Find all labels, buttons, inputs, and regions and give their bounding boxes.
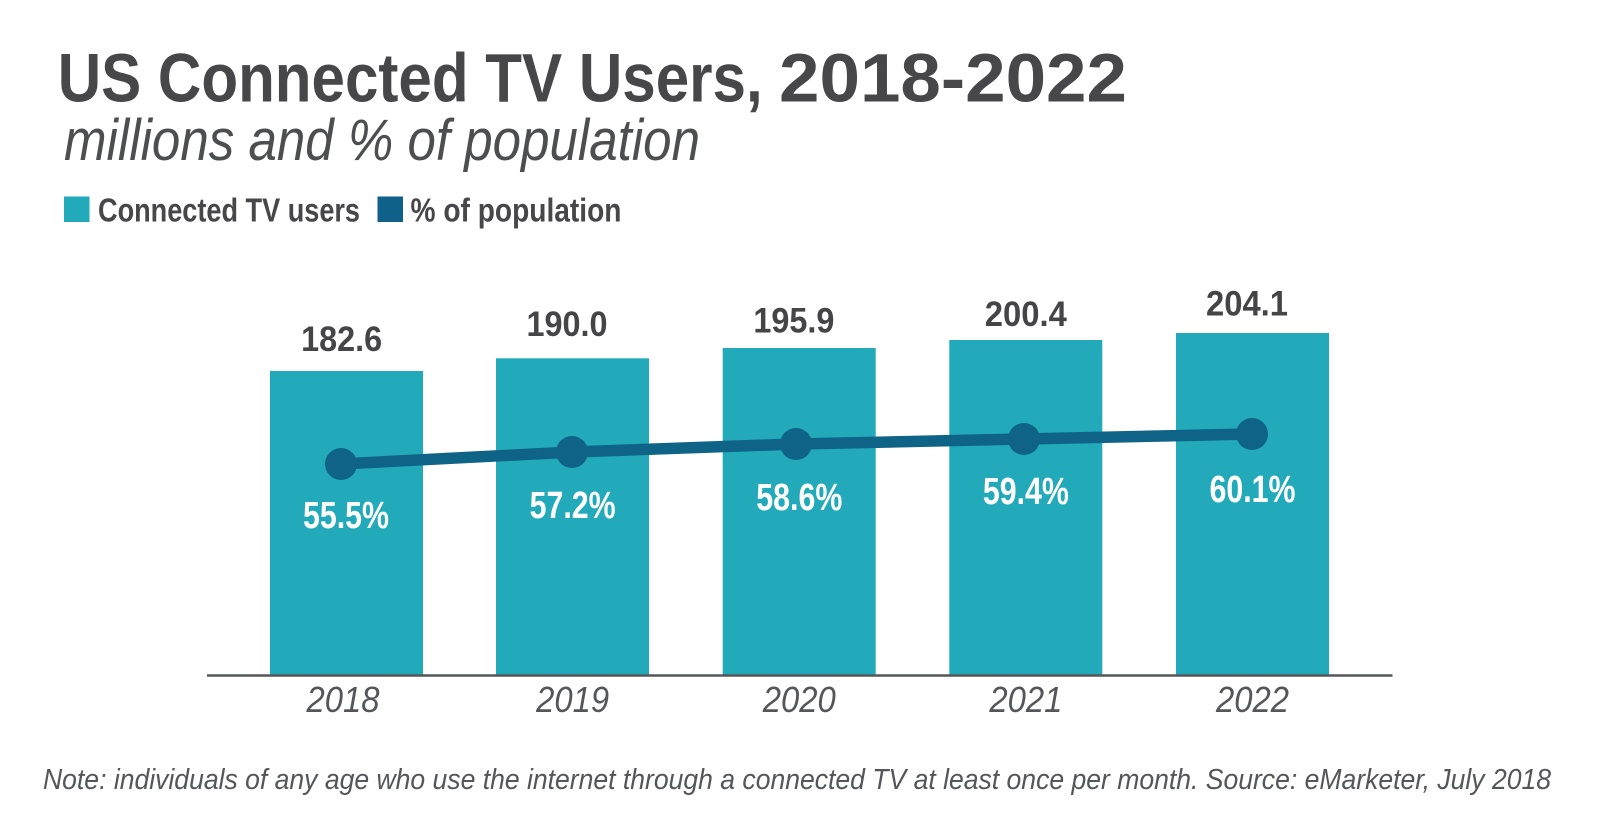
svg-text:200.4: 200.4 [985,295,1067,334]
svg-text:59.4%: 59.4% [983,471,1069,513]
svg-text:190.0: 190.0 [527,305,608,344]
svg-text:2018-2022: 2018-2022 [779,40,1127,117]
svg-text:195.9: 195.9 [753,302,834,341]
svg-text:% of population: % of population [411,191,622,228]
svg-text:57.2%: 57.2% [530,485,616,527]
svg-text:60.1%: 60.1% [1210,469,1296,511]
svg-text:2022: 2022 [1215,679,1289,720]
svg-text:Connected TV users: Connected TV users [98,191,360,228]
svg-text:millions and % of population: millions and % of population [64,108,700,173]
svg-text:55.5%: 55.5% [303,495,389,537]
svg-text:182.6: 182.6 [301,320,382,359]
svg-text:US Connected TV Users,: US Connected TV Users, [58,40,763,117]
svg-text:2018: 2018 [306,679,380,720]
svg-text:2021: 2021 [988,679,1062,720]
svg-text:2020: 2020 [762,679,836,720]
svg-text:2019: 2019 [535,679,609,720]
svg-text:Note: individuals of any age w: Note: individuals of any age who use the… [43,764,1551,796]
svg-text:204.1: 204.1 [1206,285,1288,324]
svg-text:58.6%: 58.6% [756,477,842,519]
